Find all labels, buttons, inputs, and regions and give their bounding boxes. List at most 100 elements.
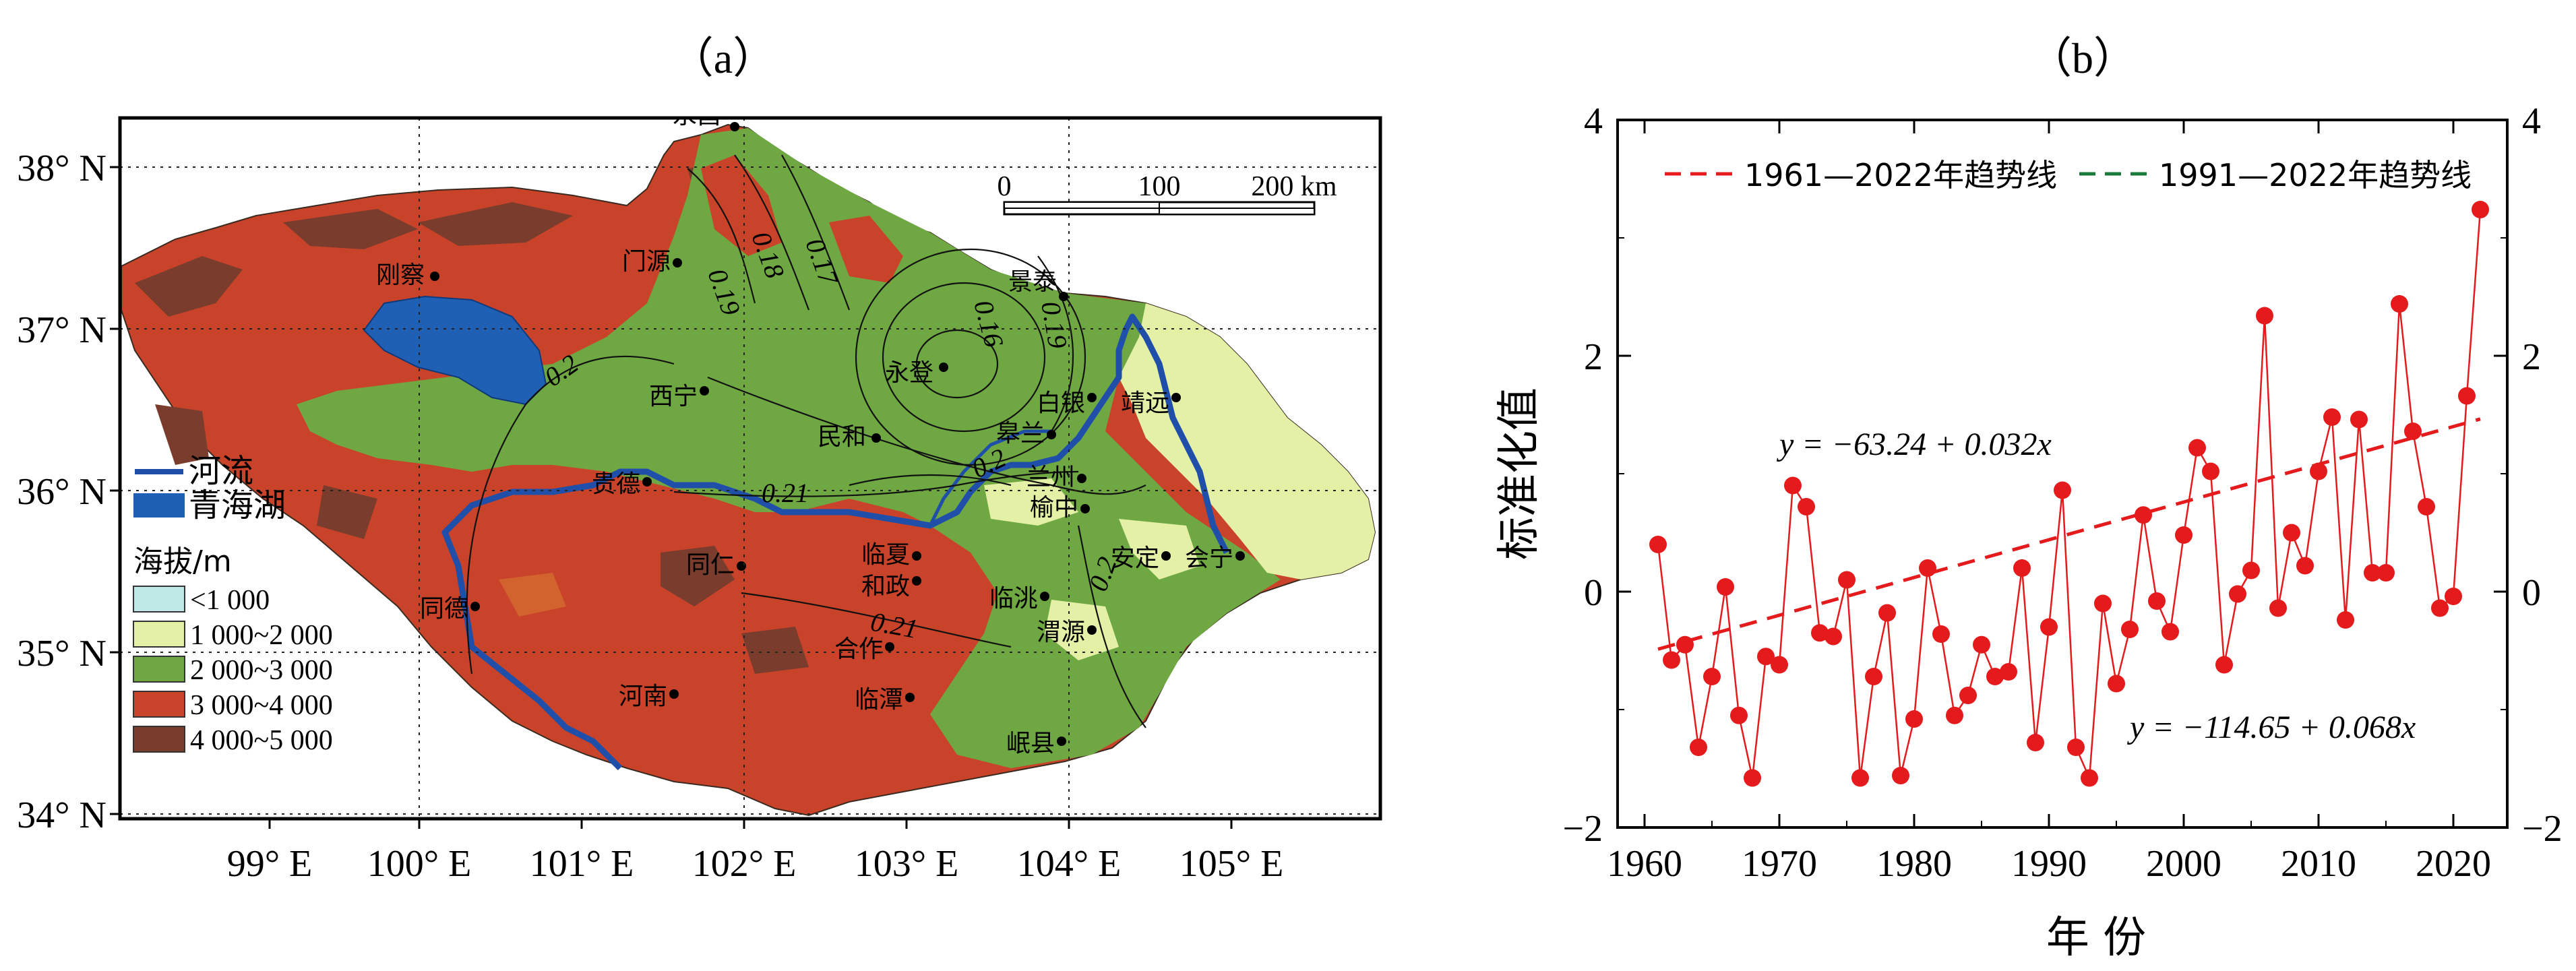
elev-orange-1 [499,573,566,617]
elev-red-north [701,155,782,256]
data-point [1851,769,1869,787]
data-point [2188,439,2206,457]
contour-0.18 [734,154,810,311]
station-dot [885,642,894,652]
contour-0.16-inner [915,329,999,399]
station-label: 白银 [1037,389,1085,417]
data-point [1919,559,1936,577]
data-point [1784,476,1802,495]
contours [466,154,1146,728]
data-point [2283,524,2300,542]
data-point [1744,769,1761,787]
data-point [1865,668,1882,685]
station-label: 永登 [885,359,933,387]
station-dot [905,693,915,702]
station-dot [939,363,948,372]
legend-elev-label: 2 000~3 000 [190,655,333,686]
panel-b: （b） 1960 1970 1980 1990 2000 2010 2020 −2 −2 0 0 2 2… [1494,34,2563,963]
station-label: 贵德 [592,470,640,498]
data-point [1730,706,1748,724]
legend-elev-swatch [133,621,185,648]
y-axis-label: 标准化值 [1494,387,1544,560]
data-point [2458,387,2476,405]
data-point [1905,710,1923,728]
data-point [2404,422,2422,440]
y-tick-label-right: 2 [2522,336,2541,378]
legend-river-label: 河流 [189,452,253,490]
data-point [2364,564,2381,582]
high-mtn-7 [741,627,809,674]
lat-tick-label: 35° N [17,633,106,675]
station-label: 门源 [622,248,671,276]
data-point [2445,588,2462,605]
data-point [1703,668,1721,685]
data-point [2081,769,2098,787]
station-label: 岷县 [1006,730,1055,757]
contour-0.2d [849,474,1012,487]
legend-elev-swatch [133,656,185,683]
contour-0.19a [687,168,756,304]
station-dot [912,551,921,561]
high-mtn-5 [661,546,735,606]
map-frame-border [118,116,1382,821]
y-tick-label-right: 4 [2522,100,2541,142]
station-dot [1040,592,1049,601]
station-dot [673,258,682,268]
data-point [1824,627,1842,646]
panel-a: （a） [17,34,1382,885]
lat-ticks: 38° N 37° N 36° N 35° N 34° N [17,148,120,836]
y-tick-label: −2 [1562,808,1603,850]
data-point [2431,599,2449,617]
station-label: 河南 [619,683,667,710]
high-mtn-1 [135,256,243,317]
y-tick-label: 4 [1584,100,1603,142]
contour-label: 0.21 [762,478,809,508]
elev-yellow [1119,303,1375,580]
data-point [1838,571,1856,589]
station-dot [642,477,652,487]
trend-equation-2: y = −114.65 + 0.068x [2126,710,2416,745]
station-label: 会宁 [1185,544,1233,572]
x-tick-label: 1960 [1607,843,1682,885]
station-label: 榆中 [1030,494,1078,522]
data-point [2013,559,2031,577]
elev-green-west [377,404,607,458]
station-dot [1087,393,1097,402]
legend-elev-label: 1 000~2 000 [190,620,333,651]
lon-tick-label: 105° E [1179,843,1284,885]
data-point [2175,526,2192,544]
legend-trend-label: 1991—2022年趋势线 [2159,157,2472,193]
station-label: 临夏 [861,541,910,569]
data-point [2391,295,2408,313]
station-dot [470,602,480,611]
river-huangshui [928,429,1051,527]
data-point [2269,599,2287,617]
lon-tick-label: 100° E [367,843,472,885]
legend-lake-label: 青海湖 [189,487,286,524]
high-mtn-2 [283,209,418,249]
station-label: 兰州 [1026,464,1075,491]
elev-legend: <1 000 1 000~2 000 2 000~3 000 3 000~4 000 4… [133,585,333,756]
data-point [2350,410,2368,429]
high-mtn-3 [418,202,573,246]
x-tick-label: 1970 [1742,843,1817,885]
scalebar-label-100: 100 [1138,171,1181,202]
elev-yellow-3 [1119,519,1200,580]
lon-tick-label: 99° E [227,843,313,885]
station-label: 西宁 [649,383,698,410]
station-label: 皋兰 [996,420,1045,447]
contour-0.17b [855,248,1086,466]
elev-green-main [297,128,1281,768]
elev-red-mid [829,216,903,283]
data-point [1771,656,1788,674]
map-legend: 河流 青海湖 海拔/m <1 000 1 000~2 000 2 000~3 000… [133,452,333,756]
station-label: 渭源 [1037,619,1085,646]
y-tick-label-right: 0 [2522,572,2541,614]
station-dot [700,386,709,396]
data-point [1690,739,1707,756]
data-point [2296,557,2314,575]
data-point [1892,767,1909,784]
data-point [1946,706,1963,724]
station-dot [871,433,881,443]
